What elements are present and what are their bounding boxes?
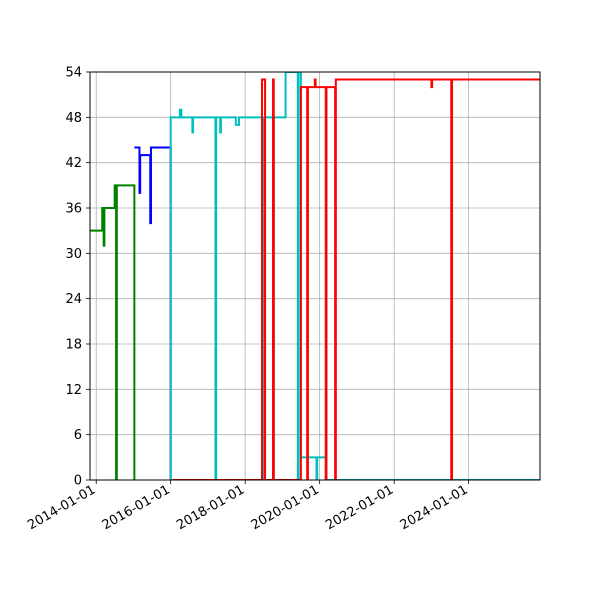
y-tick-label: 18 [65, 338, 82, 353]
y-tick-label: 6 [74, 428, 82, 443]
y-tick-label: 12 [65, 383, 82, 398]
x-tick-label: 2020-01-01 [249, 482, 322, 533]
y-axis: 0 6 12 18 24 30 36 42 48 54 [65, 66, 90, 489]
series-line-2 [134, 146, 172, 480]
y-tick-label: 54 [65, 66, 82, 81]
y-tick-label: 42 [65, 156, 82, 171]
series-line-4 [172, 78, 540, 480]
series-group [90, 72, 540, 480]
x-tick-label: 2024-01-01 [398, 482, 471, 533]
grid-lines [90, 71, 540, 481]
x-tick-label: 2018-01-01 [174, 482, 247, 533]
y-tick-label: 0 [74, 474, 82, 489]
y-tick-label: 24 [65, 292, 82, 307]
series-line-1 [90, 184, 136, 480]
x-tick-label: 2016-01-01 [100, 482, 173, 533]
y-tick-label: 30 [65, 247, 82, 262]
x-tick-label: 2014-01-01 [25, 482, 98, 533]
plot-frame [89, 71, 541, 481]
x-axis: 2014-01-01 2016-01-01 2018-01-01 2020-01-01… [25, 480, 471, 533]
series-line-3 [169, 72, 540, 480]
y-tick-label: 36 [65, 202, 82, 217]
x-tick-label: 2022-01-01 [323, 482, 396, 533]
y-tick-label: 48 [65, 111, 82, 126]
